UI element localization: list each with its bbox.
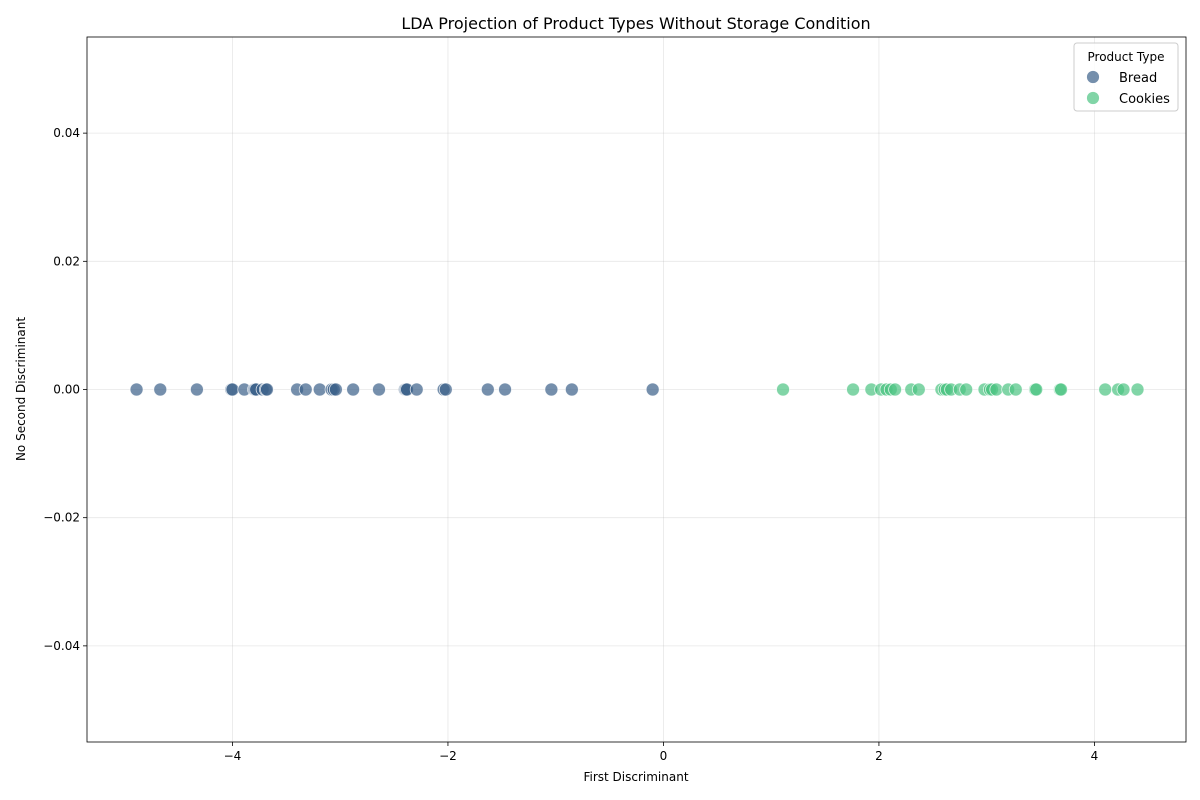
data-point-cookies [1116, 382, 1131, 397]
legend-box [1073, 42, 1179, 112]
y-axis-label: No Second Discriminant [14, 317, 28, 461]
x-tick-label: −2 [439, 749, 457, 763]
data-point-bread [498, 382, 512, 397]
data-point-bread [372, 382, 386, 397]
data-point-bread [189, 382, 204, 397]
x-axis-label: First Discriminant [583, 770, 688, 784]
y-tick-label: −0.02 [43, 511, 80, 525]
data-point-bread [544, 382, 559, 397]
x-tick-label: −4 [224, 749, 242, 763]
data-point-cookies [846, 382, 860, 397]
data-points [129, 382, 1145, 397]
data-point-cookies [1008, 382, 1023, 397]
data-point-cookies [959, 382, 974, 397]
y-tick-label: −0.04 [43, 639, 80, 653]
data-point-cookies [888, 382, 902, 397]
data-point-cookies [1098, 382, 1113, 397]
x-tick-label: 0 [660, 749, 668, 763]
data-point-bread [298, 382, 313, 397]
data-point-bread [645, 382, 660, 397]
data-point-cookies [989, 382, 1004, 397]
data-point-bread [153, 382, 168, 397]
legend-label-bread: Bread [1119, 71, 1157, 86]
data-point-bread [328, 382, 343, 397]
legend-marker-cookies [1086, 91, 1100, 105]
data-point-bread [225, 382, 240, 397]
legend-marker-bread [1086, 70, 1100, 84]
y-tick-label: 0.04 [53, 126, 80, 140]
legend-label-cookies: Cookies [1119, 92, 1170, 107]
data-point-cookies [911, 382, 926, 397]
y-tick-label: 0.00 [53, 383, 80, 397]
legend-title: Product Type [1088, 50, 1165, 64]
y-tick-label: 0.02 [53, 254, 80, 268]
data-point-bread [129, 382, 144, 397]
grid-lines [87, 37, 1186, 742]
data-point-bread [564, 382, 579, 397]
data-point-bread [480, 382, 495, 397]
data-point-cookies [1029, 382, 1044, 397]
data-point-bread [260, 382, 274, 397]
data-point-bread [312, 382, 327, 397]
chart-title: LDA Projection of Product Types Without … [401, 14, 870, 33]
data-point-bread [409, 382, 424, 397]
x-tick-label: 4 [1091, 749, 1099, 763]
legend: Product Type Bread Cookies [1073, 42, 1179, 112]
data-point-bread [438, 382, 453, 397]
data-point-bread [346, 382, 361, 397]
data-point-cookies [1130, 382, 1145, 397]
data-point-cookies [776, 382, 790, 397]
x-tick-label: 2 [875, 749, 883, 763]
legend-items: Bread Cookies [1086, 70, 1170, 107]
axis-ticks: −4 −2 0 2 4 −0.04 −0.02 0.00 0.02 0.04 [43, 126, 1098, 763]
data-point-cookies [1054, 382, 1068, 397]
